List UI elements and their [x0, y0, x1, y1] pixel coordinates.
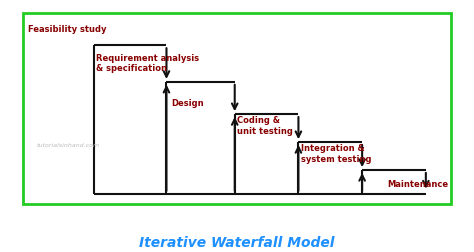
Text: Maintenance: Maintenance: [387, 180, 448, 188]
Text: tutorialsinhand.com: tutorialsinhand.com: [37, 142, 100, 147]
Text: Iterative Waterfall Model: Iterative Waterfall Model: [139, 236, 335, 249]
FancyBboxPatch shape: [23, 14, 451, 205]
Text: Requirement analysis
& specification: Requirement analysis & specification: [96, 54, 199, 73]
Text: Feasibility study: Feasibility study: [27, 25, 106, 34]
Text: Design: Design: [171, 98, 204, 107]
Text: Coding &
unit testing: Coding & unit testing: [237, 116, 293, 135]
Text: Integration &
system testing: Integration & system testing: [301, 144, 371, 163]
